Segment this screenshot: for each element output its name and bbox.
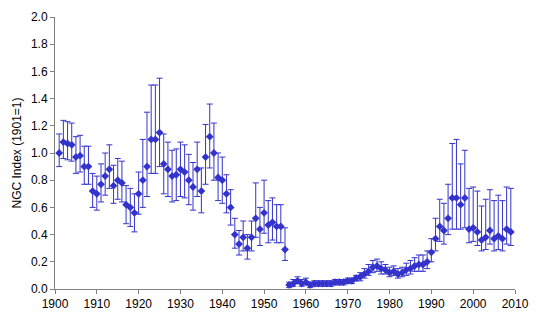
svg-text:NGC Index (1901=1): NGC Index (1901=1): [10, 97, 24, 208]
svg-text:1930: 1930: [167, 297, 194, 311]
svg-text:1.0: 1.0: [31, 146, 48, 160]
svg-text:1980: 1980: [376, 297, 403, 311]
svg-text:1900: 1900: [42, 297, 69, 311]
svg-text:1.6: 1.6: [31, 65, 48, 79]
svg-text:1910: 1910: [83, 297, 110, 311]
svg-text:1950: 1950: [251, 297, 278, 311]
svg-text:1.8: 1.8: [31, 37, 48, 51]
svg-text:1.2: 1.2: [31, 119, 48, 133]
svg-text:1940: 1940: [209, 297, 236, 311]
svg-text:2.0: 2.0: [31, 10, 48, 24]
svg-text:1920: 1920: [125, 297, 152, 311]
svg-text:1970: 1970: [334, 297, 361, 311]
svg-text:0.6: 0.6: [31, 201, 48, 215]
svg-text:0.8: 0.8: [31, 173, 48, 187]
svg-text:1960: 1960: [293, 297, 320, 311]
svg-text:0.4: 0.4: [31, 228, 48, 242]
svg-text:0.0: 0.0: [31, 282, 48, 296]
svg-text:2010: 2010: [502, 297, 529, 311]
svg-text:1.4: 1.4: [31, 92, 48, 106]
svg-text:1990: 1990: [418, 297, 445, 311]
svg-text:0.2: 0.2: [31, 255, 48, 269]
svg-text:2000: 2000: [460, 297, 487, 311]
